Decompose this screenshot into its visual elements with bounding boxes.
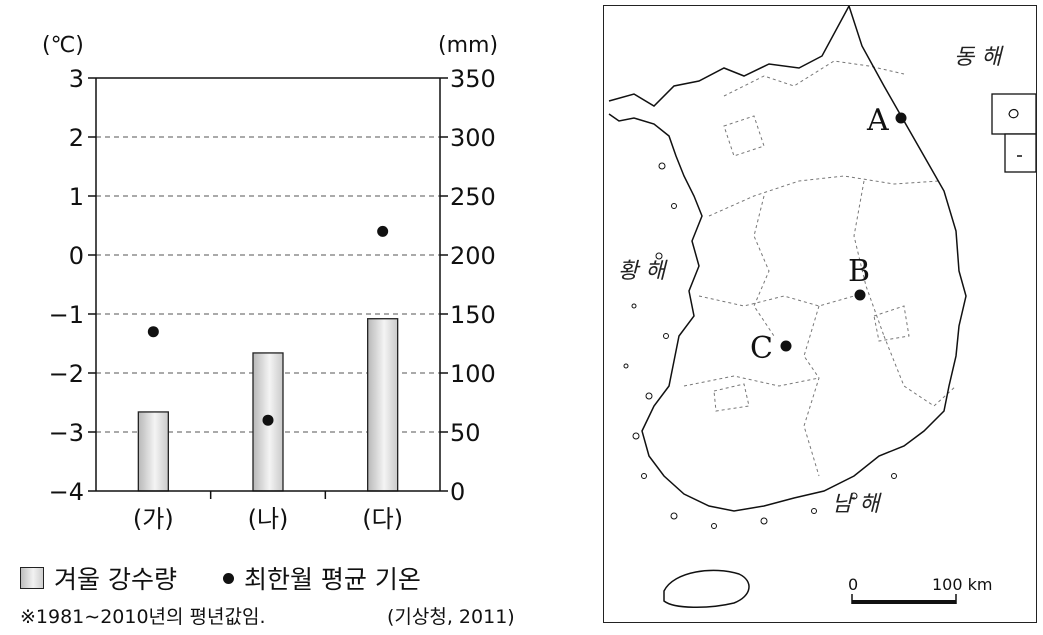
dot-series bbox=[147, 225, 389, 426]
chart-legend: 겨울 강수량 최한월 평균 기온 bbox=[20, 560, 421, 596]
left-tick-label: −3 bbox=[49, 419, 84, 447]
sea-label-east: 동 해 bbox=[954, 45, 1004, 70]
right-tick-label: 250 bbox=[450, 183, 496, 211]
precip-bar bbox=[367, 318, 399, 492]
legend-bar-swatch bbox=[20, 567, 44, 589]
axes bbox=[88, 77, 448, 499]
left-tick-label: −2 bbox=[49, 360, 84, 388]
period-note: ※1981∼2010년의 평년값임. bbox=[20, 606, 266, 628]
point-a-label: A bbox=[866, 103, 889, 138]
right-tick-label: 100 bbox=[450, 360, 496, 388]
right-tick-label: 300 bbox=[450, 124, 496, 152]
scale-distance-label: 100 km bbox=[932, 575, 992, 594]
left-tick-label: −4 bbox=[49, 478, 84, 506]
legend-dot-swatch bbox=[222, 572, 234, 584]
left-tick-label: 0 bbox=[69, 242, 84, 270]
bar-series bbox=[137, 318, 399, 492]
legend-precip-label: 겨울 강수량 bbox=[54, 565, 177, 594]
right-axis-unit: (mm) bbox=[438, 33, 498, 58]
point-c-marker bbox=[780, 340, 792, 352]
temp-dot bbox=[262, 414, 274, 426]
precip-bar bbox=[137, 411, 169, 492]
sea-label-south: 남 해 bbox=[832, 492, 882, 517]
right-tick-label: 350 bbox=[450, 65, 496, 93]
left-tick-label: −1 bbox=[49, 301, 84, 329]
point-b-marker bbox=[854, 289, 866, 301]
category-label: (나) bbox=[248, 505, 289, 533]
right-tick-label: 0 bbox=[450, 478, 465, 506]
korea-map: 동 해 황 해 남 해 A B C 0 100 km bbox=[603, 5, 1037, 623]
right-tick-label: 50 bbox=[450, 419, 481, 447]
left-axis-unit: (℃) bbox=[42, 33, 84, 58]
source-citation: (기상청, 2011) bbox=[387, 606, 515, 628]
left-tick-label: 3 bbox=[69, 65, 84, 93]
temp-dot bbox=[147, 326, 159, 338]
island-insets bbox=[991, 93, 1036, 173]
coastline bbox=[608, 6, 967, 512]
legend-temp-label: 최한월 평균 기온 bbox=[243, 565, 421, 594]
category-label: (가) bbox=[133, 505, 174, 533]
right-tick-label: 200 bbox=[450, 242, 496, 270]
point-b-label: B bbox=[848, 254, 870, 289]
province-boundaries bbox=[683, 60, 957, 477]
left-tick-label: 1 bbox=[69, 183, 84, 211]
scale-bar: 0 100 km bbox=[848, 575, 992, 604]
climate-chart: (℃) (mm) 3 350 2 300 1 250 0 200 −1 150 −2 100 −3 50 −… bbox=[42, 33, 498, 533]
sea-label-west: 황 해 bbox=[618, 259, 668, 284]
right-tick-label: 150 bbox=[450, 301, 496, 329]
scale-zero-label: 0 bbox=[848, 575, 858, 594]
left-tick-label: 2 bbox=[69, 124, 84, 152]
axis-labels: 3 350 2 300 1 250 0 200 −1 150 −2 100 −3 50 −4 0 (가) (나) (… bbox=[49, 65, 496, 533]
point-a-marker bbox=[895, 112, 907, 124]
category-label: (다) bbox=[362, 505, 403, 533]
jeju-island bbox=[663, 569, 750, 609]
coastal-islands bbox=[623, 162, 897, 529]
temp-dot bbox=[377, 225, 389, 237]
point-c-label: C bbox=[750, 331, 773, 366]
